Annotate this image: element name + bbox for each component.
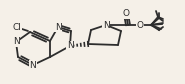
Text: N: N xyxy=(67,41,73,50)
Text: N: N xyxy=(103,20,109,29)
Text: Cl: Cl xyxy=(13,23,21,32)
Text: N: N xyxy=(30,60,36,69)
Text: O: O xyxy=(122,9,130,18)
Text: N: N xyxy=(55,23,61,32)
Text: N: N xyxy=(13,37,19,47)
Text: O: O xyxy=(137,20,144,29)
